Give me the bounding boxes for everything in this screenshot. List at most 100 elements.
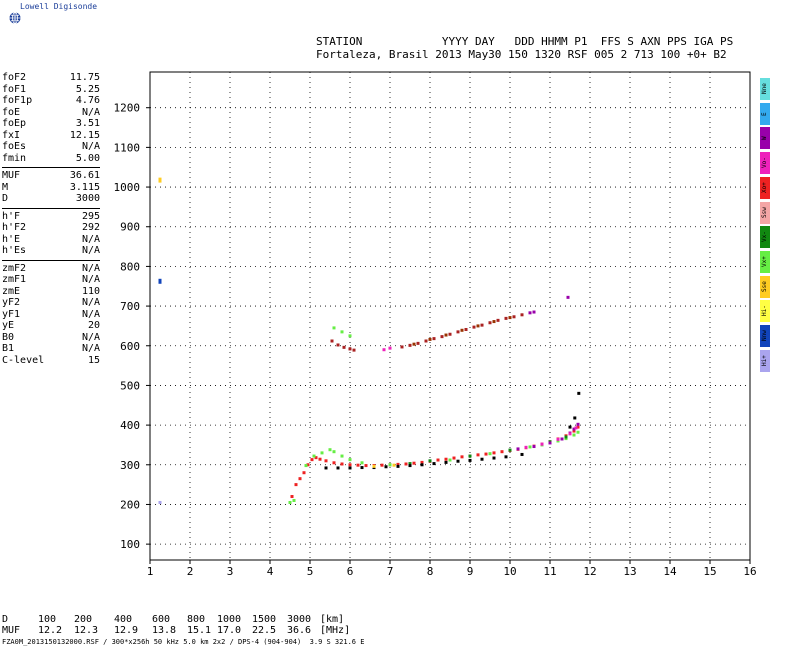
data-point xyxy=(448,332,452,336)
data-point xyxy=(290,495,294,499)
row-value: 100 xyxy=(38,614,57,625)
file-footer: FZA0M_2013150132000.RSF / 300*x256h 50 k… xyxy=(2,638,365,646)
data-point xyxy=(476,324,480,328)
parameter-panel: foF2 11.75 foF1 5.25 foF1p 4.76 foE N/A foEp 3.51… xyxy=(2,72,100,366)
data-point xyxy=(408,462,412,466)
data-point xyxy=(468,458,472,462)
data-point xyxy=(400,345,404,349)
param-row: foEp 3.51 xyxy=(2,118,100,130)
row-value: 800 xyxy=(187,614,206,625)
data-point xyxy=(420,463,424,467)
mode-swatch: Ssw xyxy=(760,201,770,224)
y-tick-label: 700 xyxy=(120,300,140,313)
data-point xyxy=(524,445,528,449)
param-value: 11.75 xyxy=(69,72,100,83)
distance-row: D 100 200 400 600 800 1000 1500 3000 [km] xyxy=(2,614,362,625)
data-point xyxy=(356,463,360,467)
data-point xyxy=(476,453,480,457)
data-point xyxy=(444,333,448,337)
data-point xyxy=(292,498,296,502)
data-point xyxy=(564,437,568,441)
x-tick-label: 11 xyxy=(543,565,556,578)
data-point xyxy=(302,471,306,475)
row-label: D xyxy=(2,614,9,625)
x-tick-label: 6 xyxy=(347,565,354,578)
data-point xyxy=(568,432,572,436)
data-point xyxy=(576,422,580,426)
param-row: zmE 110 xyxy=(2,286,100,298)
param-value: N/A xyxy=(81,141,100,152)
param-name: zmE xyxy=(2,285,21,297)
data-point xyxy=(572,429,576,433)
x-tick-label: 10 xyxy=(503,565,516,578)
param-name: fxI xyxy=(2,129,21,141)
row-value: 22.5 xyxy=(252,625,277,636)
param-row: h'F2 292 xyxy=(2,222,100,234)
x-tick-label: 16 xyxy=(743,565,756,578)
param-value: N/A xyxy=(81,308,100,320)
data-point xyxy=(512,315,516,319)
param-name: fmin xyxy=(2,152,27,164)
x-tick-label: 4 xyxy=(267,565,274,578)
data-point xyxy=(324,459,328,463)
param-divider xyxy=(2,259,100,261)
param-name: foF1p xyxy=(2,95,33,106)
muf-table: D 100 200 400 600 800 1000 1500 3000 [km] MUF 12.2… xyxy=(2,614,362,636)
param-row: zmF2 N/A xyxy=(2,263,100,275)
param-value: N/A xyxy=(81,233,100,245)
data-point xyxy=(158,179,162,183)
param-name: h'F2 xyxy=(2,222,27,233)
data-point xyxy=(572,427,576,431)
data-point xyxy=(464,327,468,331)
data-point xyxy=(448,458,452,462)
data-point xyxy=(408,343,412,347)
data-point xyxy=(330,339,334,343)
param-row: foF1 5.25 xyxy=(2,84,100,96)
x-tick-label: 1 xyxy=(147,565,154,578)
data-point xyxy=(432,462,436,466)
data-point xyxy=(492,320,496,324)
row-unit: [km] xyxy=(320,614,345,625)
x-tick-label: 14 xyxy=(663,565,677,578)
data-point xyxy=(340,462,344,466)
param-name: zmF1 xyxy=(2,274,27,285)
y-tick-label: 200 xyxy=(120,498,140,511)
param-name: B0 xyxy=(2,331,15,343)
param-divider xyxy=(2,167,100,168)
mode-swatch: Nne xyxy=(760,78,770,100)
mode-swatch: Vo- xyxy=(760,152,770,175)
data-point xyxy=(504,455,508,459)
param-name: foEp xyxy=(2,118,27,129)
data-point xyxy=(340,454,344,458)
data-point xyxy=(500,450,504,454)
row-value: 13.8 xyxy=(152,625,177,636)
param-name: MUF xyxy=(2,170,21,181)
row-value: 15.1 xyxy=(187,625,212,636)
data-point xyxy=(428,459,432,463)
data-point xyxy=(364,464,368,468)
y-tick-label: 900 xyxy=(120,221,140,234)
row-value: 400 xyxy=(114,614,133,625)
data-point xyxy=(480,457,484,461)
row-value: 12.2 xyxy=(38,625,63,636)
row-value: 12.3 xyxy=(74,625,99,636)
mode-swatch: E xyxy=(760,102,770,125)
param-row: C-level 15 xyxy=(2,355,100,367)
param-name: yE xyxy=(2,320,15,331)
data-point xyxy=(444,460,448,464)
data-point xyxy=(328,448,332,452)
param-row: B1 N/A xyxy=(2,343,100,355)
param-name: foF1 xyxy=(2,83,27,95)
data-point xyxy=(388,346,392,350)
data-point xyxy=(573,416,577,420)
data-point xyxy=(508,316,512,320)
data-point xyxy=(484,452,488,456)
param-row: h'F 295 xyxy=(2,211,100,223)
data-point xyxy=(304,464,308,468)
logo-text: Lowell Digisonde xyxy=(20,2,98,11)
x-tick-label: 8 xyxy=(427,565,434,578)
data-point xyxy=(294,483,298,487)
param-row: yF2 N/A xyxy=(2,297,100,309)
data-point xyxy=(532,310,536,314)
data-point xyxy=(348,458,352,462)
